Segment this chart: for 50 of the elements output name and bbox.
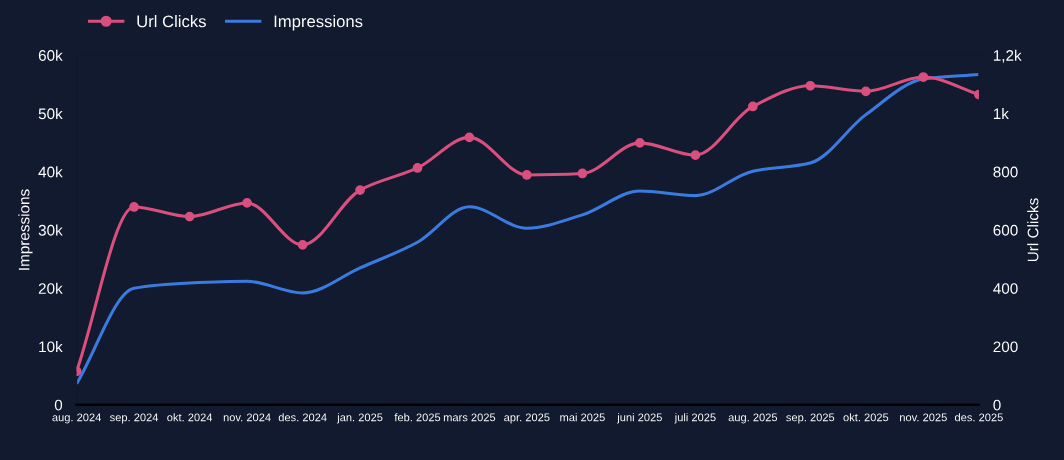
point [297, 239, 308, 250]
legend-label: Impressions [274, 15, 363, 31]
point [690, 150, 701, 160]
x-tick-label: des. 2024 [278, 413, 327, 422]
x-tick-label: jan. 2025 [336, 413, 383, 424]
y-tick-label: 20k [38, 282, 63, 294]
point [861, 86, 871, 97]
x-tick-label: juni 2025 [617, 413, 662, 424]
y2-tick-label: 200 [993, 341, 1018, 353]
x-tick-label: sep. 2024 [109, 413, 159, 424]
x-tick-label: des. 2025 [954, 413, 1003, 422]
x-tick-label: apr. 2025 [504, 413, 550, 424]
x-tick-label: juli 2025 [674, 413, 716, 424]
y-tick-label: 10k [39, 341, 63, 353]
point [521, 170, 532, 180]
point [184, 211, 195, 222]
x-tick-label: nov. 2024 [223, 413, 271, 422]
y2-tick-label: 800 [993, 166, 1018, 178]
y-tick-label: 40k [38, 166, 63, 178]
y2-tick-label: 400 [993, 283, 1018, 294]
y2-tick-label: 600 [993, 224, 1018, 236]
point [355, 185, 365, 195]
x-tick-label: nov. 2025 [900, 413, 947, 422]
legend-label: Url Clicks [137, 15, 206, 28]
y-tick-label: 60k [38, 49, 63, 61]
y2-tick-label: 0 [993, 399, 1001, 411]
x-tick-label: feb. 2025 [394, 413, 441, 422]
y2-tick-label: 1k [993, 107, 1009, 119]
y2-tick-label: 1,2k [993, 49, 1022, 63]
x-tick-label: okt. 2025 [843, 413, 889, 422]
y-tick-label: 50k [38, 107, 63, 120]
point [242, 198, 252, 208]
point [464, 132, 475, 143]
x-tick-label: sep. 2025 [786, 413, 835, 424]
point [634, 138, 645, 148]
y-axis-title: Impressions [18, 189, 33, 270]
x-tick-label: mai 2025 [560, 413, 605, 422]
y-tick-label: 0 [54, 399, 63, 411]
point [747, 101, 758, 112]
y2-axis-title: Url Clicks [1027, 198, 1039, 262]
point [918, 72, 929, 82]
x-tick-label: aug. 2025 [728, 413, 778, 424]
point [577, 168, 588, 179]
y-tick-label: 30k [38, 224, 63, 236]
x-tick-label: mars 2025 [443, 413, 496, 422]
x-tick-label: okt. 2024 [167, 413, 213, 422]
point [129, 202, 139, 212]
point [412, 163, 423, 173]
x-tick-label: aug. 2024 [52, 413, 101, 424]
point [805, 80, 816, 91]
